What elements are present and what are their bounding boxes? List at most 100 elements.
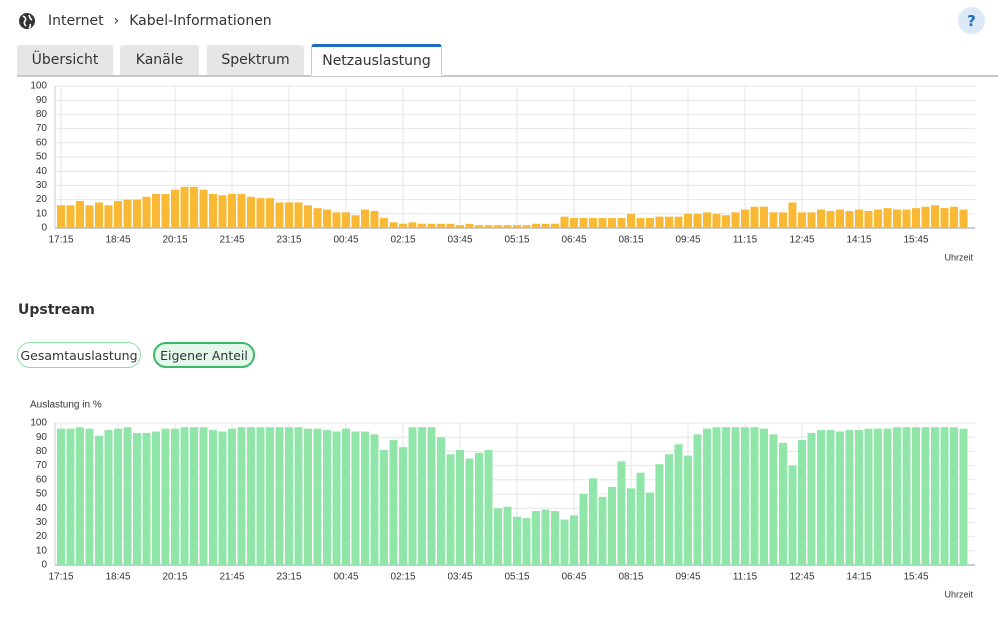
section-title: Upstream (18, 302, 95, 318)
bar (617, 461, 626, 565)
bar (370, 434, 379, 565)
breadcrumb-item[interactable]: Internet (48, 13, 104, 29)
bar (902, 209, 911, 228)
x-tick-label: 06:45 (561, 235, 586, 246)
bar (85, 428, 94, 565)
y-tick-label: 10 (36, 208, 48, 219)
y-tick-label: 90 (36, 95, 48, 106)
bar (636, 218, 645, 228)
bar (712, 427, 721, 565)
bar (741, 427, 749, 565)
x-tick-label: 21:45 (219, 235, 244, 246)
y-tick-label: 20 (36, 194, 48, 205)
bar (788, 465, 797, 565)
bar (323, 430, 331, 565)
tab[interactable]: Spektrum (207, 45, 304, 75)
bar (114, 428, 122, 565)
tab[interactable]: Übersicht (17, 45, 113, 75)
toggle-button[interactable]: Eigener Anteil (153, 342, 255, 368)
bar (266, 198, 274, 228)
bar (845, 430, 854, 565)
y-tick-label: 0 (41, 560, 47, 571)
toggle-button[interactable]: Gesamtauslastung (17, 342, 141, 368)
breadcrumb-separator: › (113, 13, 120, 29)
bar (921, 206, 930, 228)
bar (513, 225, 521, 228)
bar (731, 212, 740, 228)
bar (218, 195, 227, 228)
bar (579, 218, 588, 228)
bar (484, 449, 493, 565)
bar (940, 208, 949, 228)
help-button[interactable]: ? (958, 7, 985, 34)
bar (608, 486, 616, 565)
bar (646, 492, 654, 565)
bar (399, 223, 407, 228)
bar (940, 427, 949, 565)
bar (237, 193, 246, 228)
bar (389, 222, 398, 228)
bar (209, 430, 217, 565)
bar (456, 449, 464, 565)
bar (646, 218, 654, 228)
bar (484, 225, 493, 228)
x-tick-label: 00:45 (333, 235, 358, 246)
bar (855, 430, 863, 565)
bar (627, 488, 635, 565)
bar (541, 509, 550, 565)
bar (256, 198, 265, 228)
bar (275, 427, 284, 565)
x-tick-label: 03:45 (447, 572, 472, 583)
bar (570, 515, 578, 565)
x-axis-title: Uhrzeit (944, 252, 973, 262)
chart: Auslastung in % 0 10 20 30 40 50 60 70 80 90 100 17:… (30, 400, 975, 599)
y-axis-title: Auslastung in % (30, 400, 102, 411)
y-tick-label: 70 (36, 123, 48, 134)
tab-bar: Übersicht Kanäle Spektrum Netzauslastung (17, 44, 998, 77)
bar (560, 519, 569, 565)
x-tick-label: 11:15 (733, 235, 758, 246)
x-tick-label: 08:15 (618, 235, 643, 246)
bar (532, 511, 540, 565)
bar (256, 427, 265, 565)
x-tick-label: 18:45 (105, 235, 130, 246)
y-tick-label: 20 (36, 531, 48, 542)
bar (104, 205, 113, 228)
bar (769, 434, 778, 565)
bar (332, 431, 341, 565)
bar (893, 427, 901, 565)
y-tick-label: 60 (36, 137, 48, 148)
bar (446, 223, 455, 228)
bar (741, 209, 749, 228)
y-tick-label: 10 (36, 545, 48, 556)
x-tick-label: 15:45 (903, 572, 928, 583)
bar (883, 428, 892, 565)
bar (513, 516, 521, 565)
bar (931, 205, 939, 228)
tab[interactable]: Netzauslastung (311, 44, 442, 76)
x-tick-label: 14:15 (846, 235, 871, 246)
tab[interactable]: Kanäle (120, 45, 199, 75)
bar (798, 440, 806, 565)
bar (684, 455, 692, 565)
bar (408, 222, 417, 228)
x-tick-label: 09:45 (675, 572, 700, 583)
bar (199, 427, 208, 565)
x-tick-label: 12:45 (789, 235, 814, 246)
bar (304, 428, 312, 565)
bar (285, 427, 293, 565)
bar (380, 449, 388, 565)
x-tick-label: 05:15 (504, 235, 529, 246)
bar (912, 208, 920, 228)
x-tick-label: 18:45 (105, 572, 130, 583)
bar (133, 432, 141, 565)
bar (342, 212, 350, 228)
y-tick-label: 30 (36, 517, 48, 528)
bar (874, 428, 882, 565)
bar (836, 431, 844, 565)
bar (85, 205, 94, 228)
y-tick-label: 50 (36, 152, 48, 163)
bar (171, 428, 179, 565)
bar (674, 444, 683, 565)
bar (788, 202, 797, 228)
